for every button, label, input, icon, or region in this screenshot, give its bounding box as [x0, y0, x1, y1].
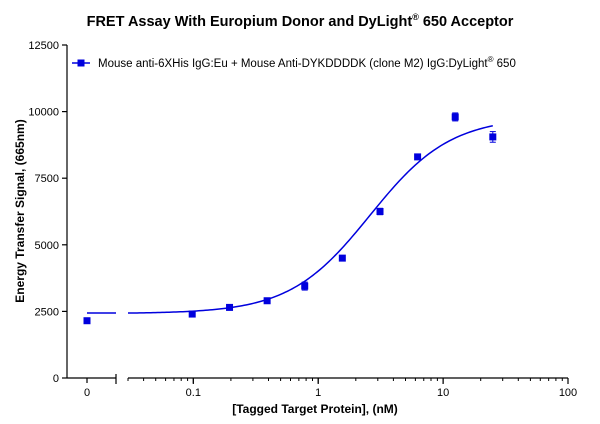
x-tick-label: 10 [437, 387, 449, 399]
data-point [451, 113, 459, 121]
x-tick-label: 1 [315, 387, 321, 399]
data-point [301, 282, 309, 290]
data-point [376, 208, 384, 215]
data-point [489, 133, 497, 141]
legend: Mouse anti-6XHis IgG:Eu + Mouse Anti-DYK… [72, 55, 516, 70]
y-tick-label: 2500 [35, 306, 59, 318]
data-point [226, 303, 234, 311]
legend-text: Mouse anti-6XHis IgG:Eu + Mouse Anti-DYK… [98, 55, 516, 70]
chart-title: FRET Assay With Europium Donor and DyLig… [87, 12, 514, 30]
chart-title-suffix: 650 Acceptor [419, 14, 514, 30]
data-point [338, 254, 346, 262]
x-tick-label: 100 [559, 387, 577, 399]
y-tick-label: 7500 [35, 173, 59, 185]
legend-marker [77, 59, 85, 67]
legend-suffix: 650 [493, 58, 515, 70]
x-tick-label: 0.1 [186, 387, 201, 399]
data-point [263, 297, 271, 305]
y-axis-label: Energy Transfer Signal, (665nm) [13, 119, 27, 302]
legend-superscript: ® [488, 55, 494, 64]
data-point [414, 153, 422, 161]
chart-title-superscript: ® [412, 12, 419, 22]
data-point-zero [83, 317, 91, 325]
y-tick-label: 12500 [28, 40, 59, 52]
x-axis-label: [Tagged Target Protein], (nM) [232, 402, 398, 416]
legend-label: Mouse anti-6XHis IgG:Eu + Mouse Anti-DYK… [98, 58, 488, 70]
data-point [188, 310, 196, 318]
x-tick-label: 0 [84, 387, 90, 399]
y-tick-label: 0 [53, 373, 59, 385]
y-tick-label: 10000 [28, 107, 59, 119]
chart-title-main: FRET Assay With Europium Donor and DyLig… [87, 14, 413, 30]
plot-area [83, 112, 497, 325]
axes: 0 2500 5000 7500 10000 12500 0 0.1 1 10 100 [28, 40, 577, 399]
fit-curve [127, 125, 493, 314]
y-tick-label: 5000 [35, 240, 59, 252]
